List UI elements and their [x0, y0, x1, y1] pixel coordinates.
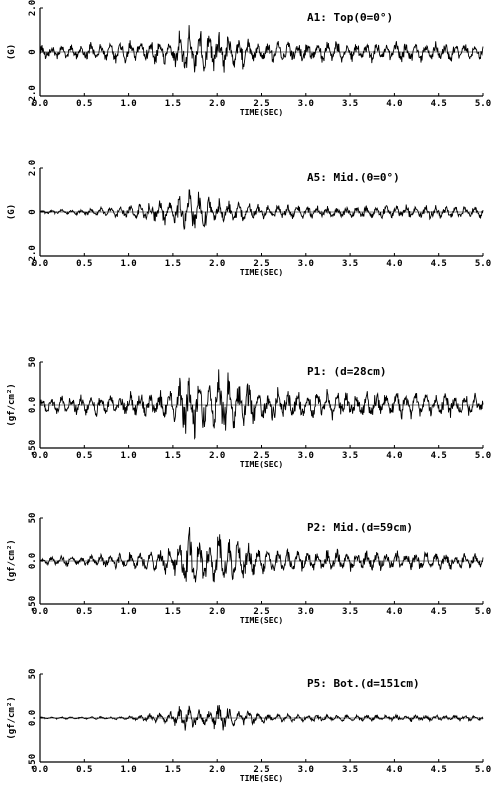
x-tick-label: 2.5 — [253, 451, 269, 461]
y-tick-label: 2.0 — [28, 160, 38, 176]
x-tick-label: 3.5 — [342, 259, 358, 269]
x-tick-label: 3.5 — [342, 99, 358, 109]
chart-title: A1: Top(θ=0°) — [307, 11, 393, 24]
x-tick-label: 0.0 — [32, 451, 48, 461]
x-axis-label: TIME(SEC) — [240, 616, 283, 625]
y-tick-label: 0.0 — [28, 710, 38, 726]
x-tick-label: 2.5 — [253, 607, 269, 617]
x-tick-label: 1.5 — [165, 607, 181, 617]
x-tick-label: 3.5 — [342, 451, 358, 461]
y-tick-label: -2.0 — [28, 245, 38, 267]
x-tick-label: 2.5 — [253, 99, 269, 109]
x-tick-label: 2.5 — [253, 259, 269, 269]
y-tick-label: -2.0 — [28, 85, 38, 107]
x-tick-label: 1.0 — [120, 765, 136, 775]
x-tick-label: 0.5 — [76, 99, 92, 109]
x-tick-label: 4.5 — [431, 99, 447, 109]
x-tick-label: 1.5 — [165, 259, 181, 269]
y-tick-label: -50 — [28, 440, 38, 456]
y-axis-label: (gf/cm²) — [7, 539, 17, 582]
x-tick-label: 0.0 — [32, 259, 48, 269]
series-line — [39, 704, 484, 731]
x-tick-label: 5.0 — [475, 451, 491, 461]
x-tick-label: 1.5 — [165, 99, 181, 109]
x-tick-label: 0.0 — [32, 99, 48, 109]
x-tick-label: 4.0 — [386, 259, 402, 269]
y-tick-label: 50 — [28, 357, 38, 368]
y-axis-label: (gf/cm²) — [7, 696, 17, 739]
x-tick-label: 0.5 — [76, 607, 92, 617]
x-tick-label: 3.0 — [298, 259, 314, 269]
x-tick-label: 2.0 — [209, 607, 225, 617]
x-tick-label: 3.0 — [298, 451, 314, 461]
x-tick-label: 5.0 — [475, 99, 491, 109]
x-tick-label: 1.0 — [120, 451, 136, 461]
x-tick-label: 4.0 — [386, 607, 402, 617]
x-tick-label: 1.0 — [120, 99, 136, 109]
x-axis-label: TIME(SEC) — [240, 268, 283, 277]
x-tick-label: 3.0 — [298, 99, 314, 109]
x-tick-label: 0.0 — [32, 765, 48, 775]
x-tick-label: 5.0 — [475, 765, 491, 775]
x-tick-label: 2.0 — [209, 765, 225, 775]
x-tick-label: 3.0 — [298, 607, 314, 617]
x-tick-label: 4.0 — [386, 99, 402, 109]
chart-title: A5: Mid.(θ=0°) — [307, 171, 400, 184]
y-tick-label: -50 — [28, 754, 38, 770]
x-tick-label: 4.5 — [431, 451, 447, 461]
x-tick-label: 2.0 — [209, 451, 225, 461]
x-tick-label: 0.5 — [76, 765, 92, 775]
chart-panel-1: 0.0 0.5 1.0 1.5 2.0 2.5 3.0 3.5 4.0 4.5 5.0 -2.0 0 2.… — [7, 0, 491, 117]
x-tick-label: 2.0 — [209, 259, 225, 269]
chart-panel-3: 0.0 0.5 1.0 1.5 2.0 2.5 3.0 3.5 4.0 4.5 5.0-500.05… — [7, 357, 491, 469]
series-line — [39, 369, 484, 440]
y-tick-label: 0 — [28, 209, 38, 214]
chart-title: P2: Mid.(d=59cm) — [307, 521, 413, 534]
x-tick-label: 4.5 — [431, 765, 447, 775]
x-axis-label: TIME(SEC) — [240, 108, 283, 117]
x-tick-label: 1.5 — [165, 765, 181, 775]
chart-panel-2: 0.0 0.5 1.0 1.5 2.0 2.5 3.0 3.5 4.0 4.5 5.0 -2.0 0 2.… — [7, 160, 491, 277]
x-tick-label: 2.0 — [209, 99, 225, 109]
y-tick-label: 0.0 — [28, 397, 38, 413]
x-tick-label: 0.5 — [76, 259, 92, 269]
chart-title: P1: (d=28cm) — [307, 365, 386, 378]
series-line — [39, 189, 484, 231]
x-axis-label: TIME(SEC) — [240, 774, 283, 783]
x-tick-label: 3.0 — [298, 765, 314, 775]
x-tick-label: 4.5 — [431, 259, 447, 269]
x-tick-label: 3.5 — [342, 607, 358, 617]
x-tick-label: 0.5 — [76, 451, 92, 461]
series-line — [39, 527, 484, 583]
x-tick-label: 1.5 — [165, 451, 181, 461]
series-line — [39, 25, 484, 73]
x-axis-label: TIME(SEC) — [240, 460, 283, 469]
x-tick-label: 4.0 — [386, 451, 402, 461]
y-axis-label: (G) — [7, 204, 17, 220]
chart-panel-4: 0.0 0.5 1.0 1.5 2.0 2.5 3.0 3.5 4.0 4.5 5.0-500.05… — [7, 513, 491, 625]
y-axis-label: (gf/cm²) — [7, 383, 17, 426]
chart-title: P5: Bot.(d=151cm) — [307, 677, 420, 690]
y-tick-label: 50 — [28, 669, 38, 680]
y-axis-label: (G) — [7, 44, 17, 60]
x-tick-label: 3.5 — [342, 765, 358, 775]
x-tick-label: 4.5 — [431, 607, 447, 617]
x-tick-label: 1.0 — [120, 607, 136, 617]
x-tick-label: 4.0 — [386, 765, 402, 775]
y-tick-label: -50 — [28, 596, 38, 612]
y-tick-label: 0 — [28, 49, 38, 54]
y-tick-label: 0.0 — [28, 553, 38, 569]
y-tick-label: 50 — [28, 513, 38, 524]
x-tick-label: 1.0 — [120, 259, 136, 269]
x-tick-label: 5.0 — [475, 259, 491, 269]
x-tick-label: 5.0 — [475, 607, 491, 617]
y-tick-label: 2.0 — [28, 0, 38, 16]
x-tick-label: 0.0 — [32, 607, 48, 617]
x-tick-label: 2.5 — [253, 765, 269, 775]
chart-panel-5: 0.0 0.5 1.0 1.5 2.0 2.5 3.0 3.5 4.0 4.5 5.0-500.05… — [7, 669, 491, 783]
